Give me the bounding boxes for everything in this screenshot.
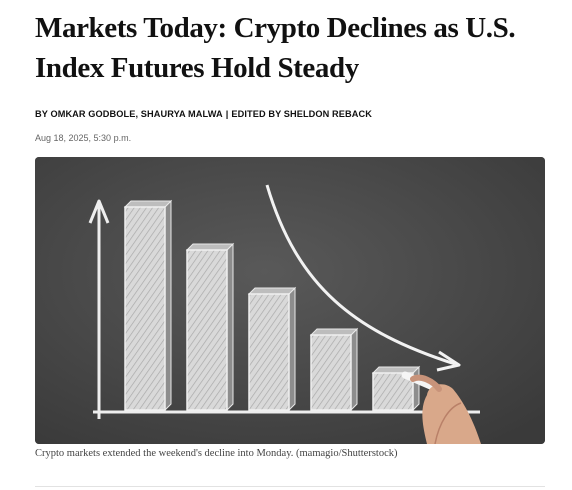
hand [422,384,481,444]
y-axis-arrowhead [88,199,110,224]
chalk-bar [310,334,352,411]
finger [410,374,442,392]
byline: BY OMKAR GODBOLE, SHAURYA MALWA | EDITED B… [35,109,372,119]
chalk-bar [124,206,166,411]
chalk-bar-top [309,328,359,336]
chalk-drawing [88,184,480,419]
publish-date: Aug 18, 2025, 5:30 p.m. [35,133,132,143]
byline-separator: | [225,109,229,119]
chalk-bar [248,293,290,411]
chalk-bar-top [371,366,421,374]
chalk-bar-side [350,327,358,412]
chalk-bar-side [164,199,172,412]
chalk-bar-side [288,286,296,412]
byline-editor[interactable]: EDITED BY SHELDON REBACK [231,109,372,119]
image-caption: Crypto markets extended the weekend's de… [35,448,398,459]
article-hero-image [35,157,545,444]
chalkboard-illustration [35,157,545,444]
chalk-bar-top [123,200,173,208]
chalk-bar [186,249,228,411]
chalk-bar-side [226,242,234,412]
chalk-bars [123,199,421,412]
article-headline: Markets Today: Crypto Declines as U.S. I… [35,12,516,84]
section-divider [35,486,545,487]
chalk-bar-side [412,365,420,412]
hand-holding-chalk [401,371,481,444]
byline-authors[interactable]: BY OMKAR GODBOLE, SHAURYA MALWA [35,109,223,119]
hand-crease [434,402,462,444]
decline-curve [265,184,456,366]
chalk-bar-top [185,243,235,251]
chalk-bar-top [247,287,297,295]
decline-arrowhead [436,350,461,372]
